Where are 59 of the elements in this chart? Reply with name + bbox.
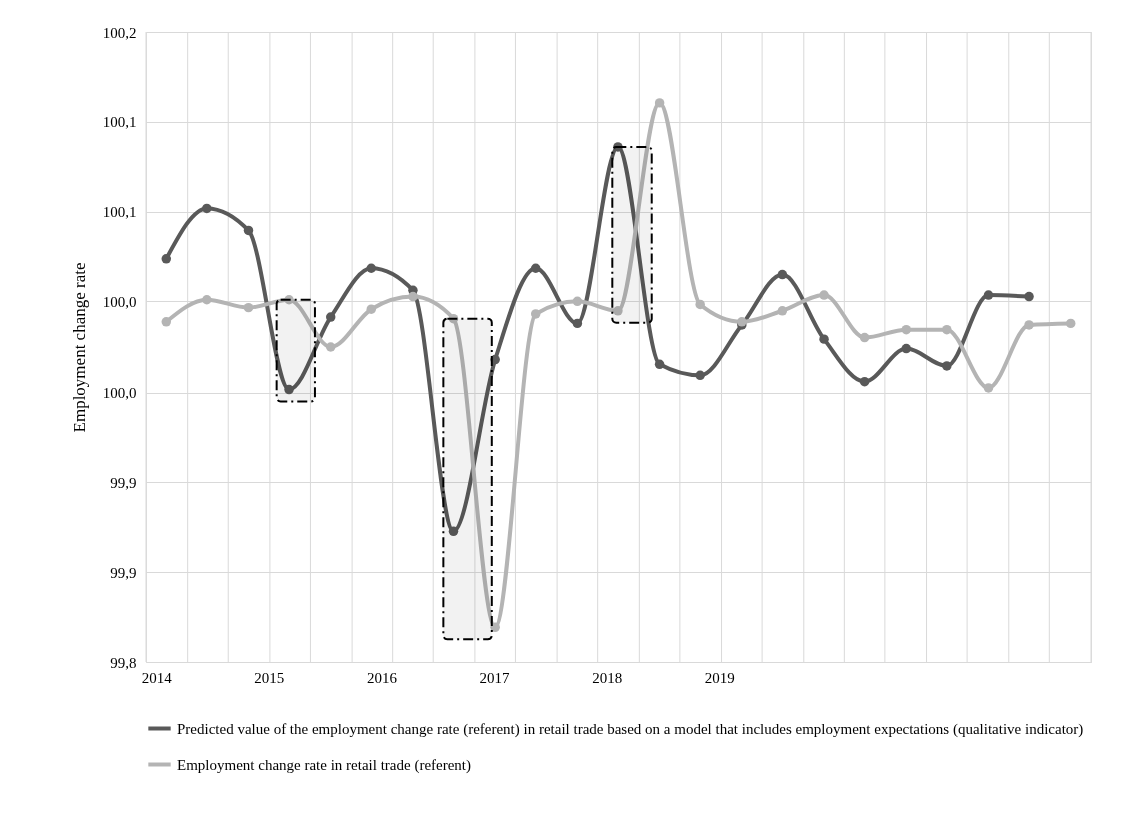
point — [325, 312, 336, 322]
point — [819, 290, 829, 300]
point — [1024, 320, 1034, 330]
legend-label: Predicted value of the employment change rate (referent) in retail trade based on a model that includes employment expectations (qualitative indicator) — [177, 720, 1084, 738]
point — [901, 324, 912, 335]
point — [448, 526, 459, 537]
point — [983, 383, 994, 393]
y-tick-label: 100,0 — [102, 385, 137, 402]
x-tick-label: 2018 — [592, 669, 623, 686]
point — [202, 203, 212, 214]
point — [572, 296, 583, 307]
point — [942, 361, 952, 371]
point — [695, 299, 705, 310]
point — [942, 324, 952, 335]
y-tick-label: 100,1 — [102, 204, 137, 221]
y-tick-label: 100,0 — [102, 293, 137, 310]
point — [572, 318, 583, 329]
x-tick-label: 2017 — [479, 669, 511, 686]
point — [859, 376, 870, 387]
point — [325, 342, 336, 352]
point — [654, 359, 665, 370]
point — [613, 142, 623, 152]
point — [161, 254, 172, 264]
x-tick-label: 2019 — [704, 669, 735, 686]
point — [490, 354, 500, 365]
x-tick-label: 2015 — [254, 669, 285, 686]
point — [243, 225, 254, 236]
point — [1024, 291, 1034, 302]
y-tick-label: 99,9 — [110, 474, 137, 491]
y-tick-label: 100,2 — [102, 24, 137, 41]
point — [366, 304, 377, 314]
point — [530, 263, 541, 273]
y-tick-label: 100,1 — [102, 114, 137, 131]
point — [777, 306, 788, 316]
point — [613, 306, 623, 316]
point — [243, 302, 254, 313]
point — [695, 370, 705, 381]
x-tick-label: 2016 — [366, 669, 398, 686]
point — [284, 384, 294, 395]
point — [366, 263, 377, 273]
point — [859, 332, 870, 343]
point — [408, 291, 418, 302]
point — [777, 269, 788, 280]
point — [202, 295, 212, 305]
y-tick-label: 99,8 — [110, 654, 137, 671]
point — [530, 309, 541, 319]
point — [819, 334, 829, 344]
legend-label: Employment change rate in retail trade (referent) — [177, 756, 472, 774]
y-axis-title: Employment change rate — [69, 262, 89, 433]
point — [901, 343, 912, 354]
point — [490, 622, 500, 633]
point — [983, 290, 994, 300]
x-tick-label: 2014 — [141, 669, 173, 686]
point — [448, 313, 459, 324]
y-tick-label: 99,9 — [110, 564, 137, 581]
point — [284, 295, 294, 305]
point — [654, 98, 665, 108]
point — [1065, 318, 1076, 329]
point — [161, 317, 172, 327]
